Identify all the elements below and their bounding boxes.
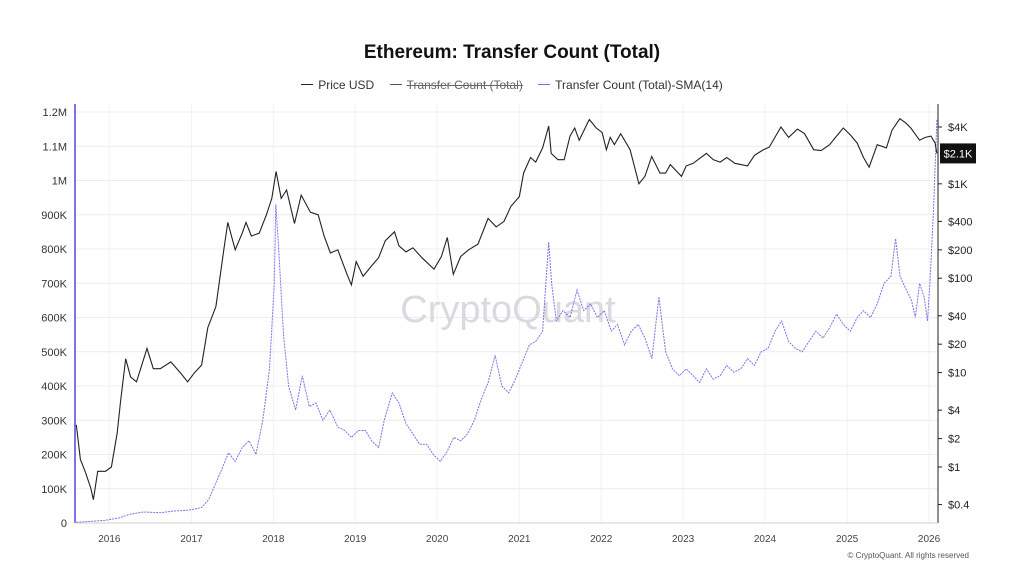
right-tick-label: $100	[948, 273, 972, 285]
legend-label-transfer-count: Transfer Count (Total)	[406, 77, 523, 92]
legend-label-transfer-sma: Transfer Count (Total)-SMA(14)	[555, 77, 723, 92]
left-tick-label: 0	[61, 518, 67, 530]
series-line-transfer-sma	[76, 118, 938, 523]
left-tick-label: 400K	[41, 381, 67, 393]
x-tick-label: 2024	[754, 534, 777, 545]
legend: Price USD Transfer Count (Total) Transfe…	[0, 74, 1024, 92]
current-price-badge: $2.1K	[940, 143, 976, 164]
right-tick-label: $400	[948, 216, 972, 228]
left-tick-label: 800K	[41, 244, 67, 256]
legend-item-transfer-count[interactable]: Transfer Count (Total)	[389, 77, 523, 92]
x-tick-label: 2019	[344, 534, 367, 545]
right-tick-label: $0.4	[948, 500, 969, 512]
right-tick-label: $40	[948, 311, 966, 323]
right-tick-label: $200	[948, 245, 972, 257]
series-line-price	[75, 117, 938, 500]
watermark: CryptoQuant	[400, 289, 616, 331]
x-tick-label: 2020	[426, 534, 449, 545]
left-tick-label: 100K	[41, 484, 67, 496]
chart-title: Ethereum: Transfer Count (Total)	[363, 42, 661, 63]
right-tick-label: $1	[948, 462, 960, 474]
legend-swatch-transfer-count	[389, 84, 402, 85]
right-tick-label: $10	[948, 368, 966, 380]
left-axis-ticks: 0 100K 200K 300K 400K 500K 600K 700K 800K 900K 1M 1…	[41, 107, 67, 530]
x-tick-label: 2016	[98, 534, 121, 545]
x-tick-label: 2023	[672, 534, 695, 545]
left-tick-label: 1.2M	[43, 107, 67, 119]
x-tick-label: 2021	[508, 534, 531, 545]
right-tick-label: $1K	[948, 179, 968, 191]
right-tick-label: $4K	[948, 122, 968, 134]
left-tick-label: 700K	[41, 278, 67, 290]
right-tick-label: $2	[948, 434, 960, 446]
left-tick-label: 300K	[41, 415, 67, 427]
x-axis-ticks: 2016 2017 2018 2019 2020 2021 2022 2023 2024 2025…	[98, 534, 940, 545]
credit: © CryptoQuant. All rights reserved	[847, 551, 970, 560]
left-tick-label: 200K	[41, 450, 67, 462]
legend-label-price: Price USD	[318, 77, 375, 92]
right-axis-ticks: $4K $1K $400 $200 $100 $40 $20 $10 $4 $2 $1 $0.4	[938, 122, 972, 512]
x-tick-label: 2017	[180, 534, 203, 545]
left-tick-label: 900K	[41, 210, 67, 222]
x-tick-label: 2018	[262, 534, 285, 545]
legend-item-transfer-sma[interactable]: Transfer Count (Total)-SMA(14)	[538, 78, 723, 92]
x-tick-label: 2022	[590, 534, 613, 545]
current-price-badge-label: $2.1K	[944, 148, 973, 160]
legend-swatch-transfer-sma	[538, 84, 551, 85]
left-tick-label: 1M	[52, 176, 67, 188]
right-tick-label: $4	[948, 405, 960, 417]
left-tick-label: 600K	[41, 313, 67, 325]
left-tick-label: 500K	[41, 347, 67, 359]
x-tick-label: 2026	[918, 534, 941, 545]
legend-swatch-price	[301, 84, 314, 85]
left-tick-label: 1.1M	[43, 141, 67, 153]
right-tick-label: $20	[948, 339, 966, 351]
x-tick-label: 2025	[836, 534, 859, 545]
legend-item-price[interactable]: Price USD	[301, 78, 374, 92]
current-price-badge-bg	[940, 143, 976, 164]
